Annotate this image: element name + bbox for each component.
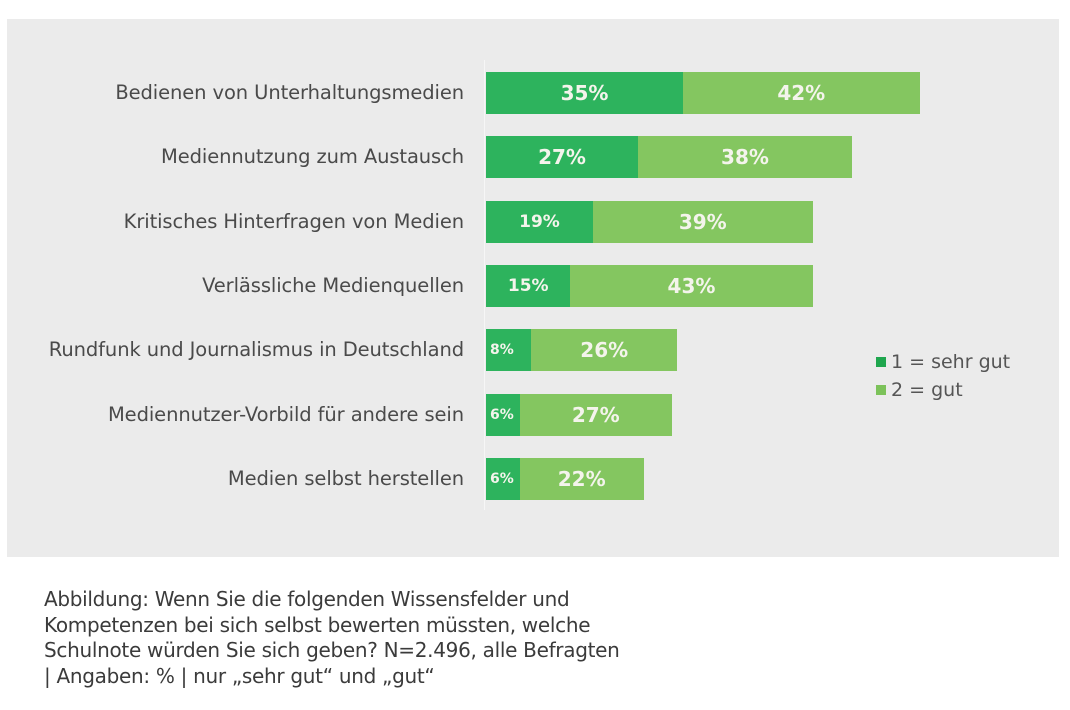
legend-item-gut: 2 = gut — [876, 376, 1010, 404]
bar-segment-gut: 38% — [638, 136, 852, 179]
bar-segment-gut: 42% — [683, 72, 920, 114]
caption-line: Schulnote würden Sie sich geben? N=2.496… — [44, 638, 620, 662]
bar-segment-sehr-gut: 6% — [486, 393, 520, 436]
category-label: Verlässliche Medienquellen — [202, 273, 464, 297]
caption-line: Abbildung: Wenn Sie die folgenden Wissen… — [44, 587, 570, 611]
bar-segment-sehr-gut: 27% — [486, 136, 638, 179]
data-label: 19% — [519, 211, 560, 232]
legend-swatch-gut — [876, 385, 886, 395]
legend-label-sehr-gut: 1 = sehr gut — [891, 351, 1011, 373]
legend-swatch-sehr-gut — [876, 357, 886, 367]
category-axis-line — [484, 60, 485, 510]
bar-segment-gut: 43% — [570, 264, 813, 307]
caption-line: Kompetenzen bei sich selbst bewerten müs… — [44, 612, 591, 637]
bar-segment-sehr-gut: 8% — [486, 329, 532, 372]
data-label: 22% — [557, 466, 606, 491]
bar-segment-gut: 22% — [519, 457, 644, 500]
category-label: Mediennutzer-Vorbild für andere sein — [107, 402, 464, 426]
legend-item-sehr-gut: 1 = sehr gut — [876, 348, 1010, 376]
data-label: 15% — [507, 275, 549, 296]
bar-segment-gut: 39% — [592, 200, 813, 243]
bar-segment-sehr-gut: 6% — [486, 457, 520, 500]
data-label: 43% — [667, 273, 716, 298]
bar-segment-gut: 26% — [531, 329, 678, 372]
bar-segment-gut: 27% — [519, 393, 672, 436]
data-label: 27% — [538, 145, 586, 170]
legend: 1 = sehr gut 2 = gut — [876, 348, 1010, 404]
data-label: 38% — [721, 145, 769, 170]
data-label: 6% — [490, 470, 514, 487]
category-label: Medien selbst herstellen — [227, 466, 464, 490]
data-label: 6% — [490, 406, 514, 423]
data-label: 39% — [678, 209, 727, 234]
category-label: Kritisches Hinterfragen von Medien — [123, 209, 464, 233]
bar-segment-sehr-gut: 35% — [486, 72, 684, 114]
legend-label-gut: 2 = gut — [891, 379, 963, 401]
data-label: 8% — [490, 342, 514, 359]
data-label: 27% — [571, 402, 620, 427]
data-label: 35% — [560, 81, 609, 105]
bar-segment-sehr-gut: 15% — [486, 264, 571, 307]
data-label: 26% — [580, 338, 629, 363]
category-label: Bedienen von Unterhaltungsmedien — [115, 81, 464, 104]
data-label: 42% — [777, 81, 826, 105]
figure-caption: Abbildung: Wenn Sie die folgenden Wissen… — [44, 587, 744, 689]
category-label: Rundfunk und Journalismus in Deutschland — [48, 338, 464, 362]
caption-line: | Angaben: % | nur „sehr gut“ und „gut“ — [44, 663, 435, 688]
category-label: Mediennutzung zum Austausch — [160, 145, 464, 169]
bar-segment-sehr-gut: 19% — [486, 200, 593, 243]
